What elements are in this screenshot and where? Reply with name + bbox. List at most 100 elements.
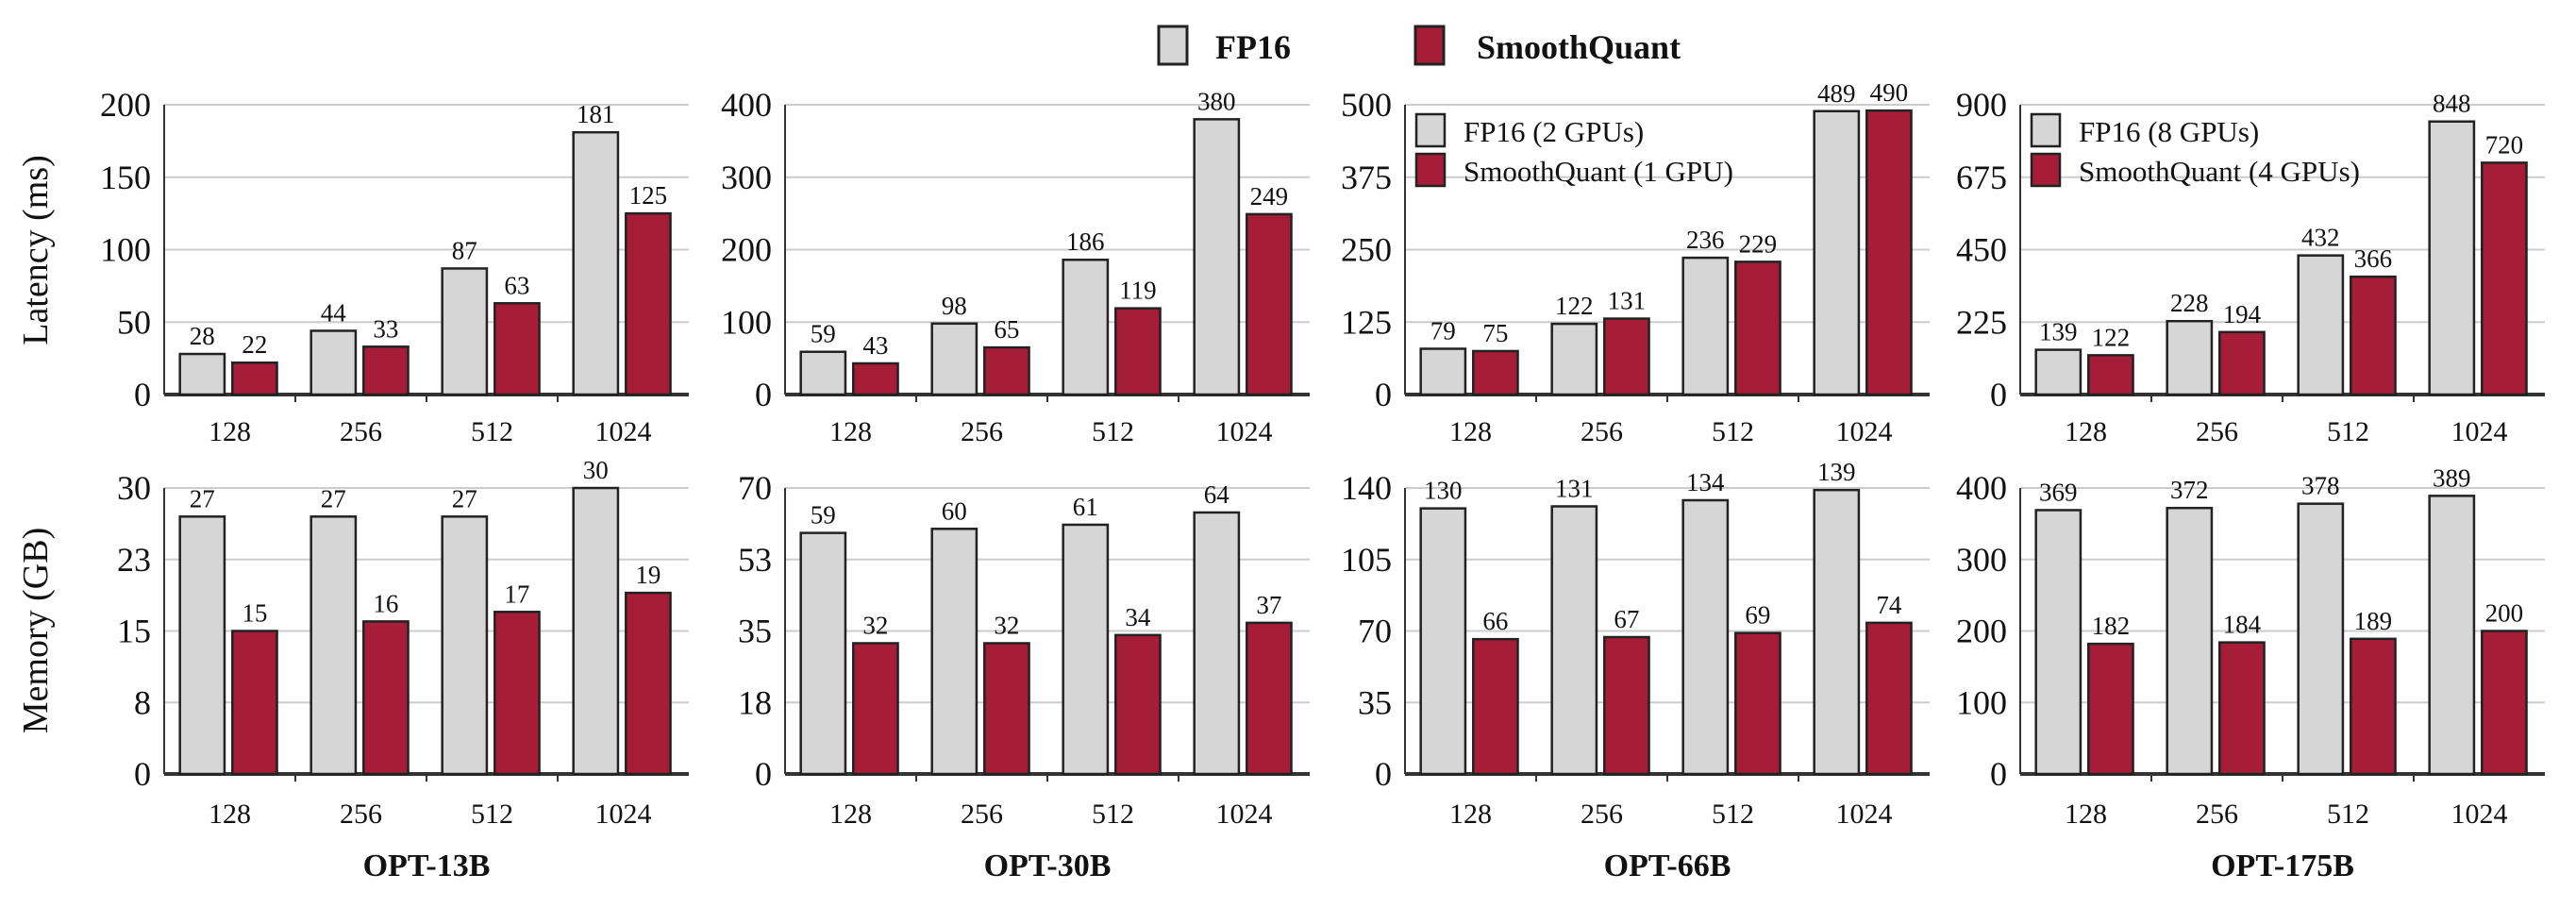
panel-title: OPT-175B bbox=[2211, 849, 2354, 883]
data-label-fp16: 378 bbox=[2301, 472, 2340, 500]
x-tick-label: 1024 bbox=[1216, 799, 1273, 830]
data-label-smoothquant: 33 bbox=[373, 314, 398, 343]
x-tick-label: 512 bbox=[2327, 799, 2369, 830]
x-tick-label: 1024 bbox=[1216, 416, 1273, 447]
x-tick-label: 128 bbox=[1449, 799, 1492, 830]
x-tick-label: 1024 bbox=[595, 799, 652, 830]
bar-fp16 bbox=[2428, 120, 2476, 396]
data-label-smoothquant: 37 bbox=[1256, 591, 1281, 619]
data-label-smoothquant: 194 bbox=[2223, 300, 2262, 328]
data-label-fp16: 139 bbox=[1817, 458, 1856, 486]
data-label-smoothquant: 200 bbox=[2485, 599, 2524, 628]
data-label-fp16: 130 bbox=[1424, 477, 1463, 505]
bar-fp16 bbox=[178, 352, 226, 396]
x-tick-label: 256 bbox=[961, 799, 1003, 830]
y-tick-label: 35 bbox=[1358, 683, 1392, 721]
y-tick-label: 23 bbox=[117, 541, 151, 579]
bar-fp16 bbox=[930, 528, 979, 776]
y-tick-label: 35 bbox=[738, 613, 772, 650]
panel-title: OPT-13B bbox=[363, 849, 491, 883]
x-tick-label: 1024 bbox=[2451, 416, 2508, 447]
y-tick-label: 200 bbox=[100, 86, 151, 124]
data-label-smoothquant: 65 bbox=[994, 315, 1019, 344]
latency-chart: 0 125 250 375 500 79 75 128 122 131 256 236 229 512 48… bbox=[1341, 78, 1930, 447]
latency-chart: 0 225 450 675 900 139 122 128 228 194 256 432 366 512… bbox=[1956, 86, 2545, 447]
bar-smoothquant bbox=[2087, 354, 2134, 396]
data-label-fp16: 389 bbox=[2433, 463, 2471, 492]
legend-label-fp16: FP16 bbox=[1215, 28, 1291, 66]
x-tick-label: 128 bbox=[2065, 416, 2107, 447]
bar-smoothquant bbox=[231, 361, 278, 396]
bar-smoothquant bbox=[852, 642, 899, 776]
data-label-smoothquant: 189 bbox=[2354, 607, 2393, 635]
y-tick-label: 250 bbox=[1341, 231, 1392, 269]
bar-smoothquant bbox=[1114, 307, 1162, 396]
panel-opt-175b: 0 225 450 675 900 139 122 128 228 194 256 432 366 512… bbox=[1956, 86, 2545, 883]
y-tick-label: 15 bbox=[117, 613, 151, 650]
y-tick-label: 225 bbox=[1956, 303, 2007, 341]
x-tick-label: 512 bbox=[2327, 416, 2369, 447]
data-label-smoothquant: 125 bbox=[629, 181, 668, 210]
data-label-fp16: 59 bbox=[811, 501, 836, 530]
y-tick-label: 0 bbox=[134, 376, 151, 413]
x-tick-label: 256 bbox=[1581, 799, 1623, 830]
bar-fp16 bbox=[1062, 258, 1110, 396]
bar-smoothquant bbox=[2350, 637, 2397, 776]
data-label-smoothquant: 182 bbox=[2092, 612, 2131, 640]
inner-legend-swatch-fp16 bbox=[1414, 112, 1447, 148]
y-tick-label: 18 bbox=[738, 683, 772, 721]
bar-fp16 bbox=[799, 531, 847, 776]
data-label-smoothquant: 17 bbox=[504, 580, 529, 608]
bar-fp16 bbox=[2428, 495, 2476, 776]
x-tick-label: 512 bbox=[1092, 416, 1134, 447]
bar-smoothquant bbox=[493, 611, 541, 776]
y-tick-label: 150 bbox=[100, 159, 151, 196]
data-label-fp16: 432 bbox=[2301, 224, 2340, 252]
panel-title: OPT-30B bbox=[984, 849, 1112, 883]
bar-fp16 bbox=[309, 329, 358, 396]
data-label-smoothquant: 122 bbox=[2092, 323, 2131, 351]
y-tick-label: 50 bbox=[117, 303, 151, 341]
y-tick-label: 140 bbox=[1341, 469, 1392, 507]
data-label-smoothquant: 16 bbox=[373, 589, 398, 617]
x-tick-label: 128 bbox=[2065, 799, 2107, 830]
data-label-fp16: 489 bbox=[1817, 79, 1856, 108]
bar-fp16 bbox=[1062, 523, 1110, 776]
bar-smoothquant bbox=[1246, 212, 1293, 396]
y-tick-label: 200 bbox=[721, 231, 772, 269]
memory-chart: 0 18 35 53 70 59 32 128 60 32 256 61 34 512 64 37 1024 bbox=[738, 469, 1310, 830]
data-label-smoothquant: 32 bbox=[862, 611, 888, 639]
bar-smoothquant bbox=[2481, 630, 2528, 776]
bar-fp16 bbox=[1550, 505, 1598, 776]
data-label-smoothquant: 63 bbox=[504, 271, 529, 299]
inner-legend-swatch-fp16 bbox=[2030, 112, 2062, 148]
data-label-fp16: 131 bbox=[1555, 474, 1594, 502]
y-tick-label: 0 bbox=[1375, 755, 1392, 793]
bar-smoothquant bbox=[493, 302, 541, 396]
data-label-fp16: 59 bbox=[811, 320, 836, 348]
y-tick-label: 0 bbox=[755, 376, 772, 413]
data-label-fp16: 27 bbox=[452, 484, 477, 513]
x-tick-label: 1024 bbox=[1836, 416, 1893, 447]
data-label-fp16: 44 bbox=[321, 298, 347, 327]
y-tick-label: 675 bbox=[1956, 159, 2007, 196]
data-label-fp16: 30 bbox=[583, 456, 609, 484]
x-tick-label: 512 bbox=[1712, 416, 1754, 447]
data-label-fp16: 87 bbox=[452, 236, 477, 264]
x-tick-label: 512 bbox=[471, 416, 513, 447]
y-axis-label-memory: Memory (GB) bbox=[16, 528, 56, 733]
x-tick-label: 128 bbox=[829, 799, 872, 830]
x-tick-label: 128 bbox=[209, 416, 251, 447]
x-tick-label: 512 bbox=[471, 799, 513, 830]
data-label-smoothquant: 32 bbox=[994, 611, 1019, 639]
x-tick-label: 128 bbox=[829, 416, 872, 447]
y-tick-label: 0 bbox=[134, 755, 151, 793]
bar-fp16 bbox=[1813, 109, 1861, 396]
bar-fp16 bbox=[1550, 322, 1598, 396]
latency-chart: 0 100 200 300 400 59 43 128 98 65 256 186 119 512 380 2… bbox=[721, 86, 1310, 447]
y-tick-label: 70 bbox=[738, 469, 772, 507]
bar-fp16 bbox=[2034, 509, 2083, 776]
y-tick-label: 200 bbox=[1956, 613, 2007, 650]
data-label-smoothquant: 249 bbox=[1250, 182, 1289, 210]
bar-smoothquant bbox=[2218, 641, 2266, 776]
